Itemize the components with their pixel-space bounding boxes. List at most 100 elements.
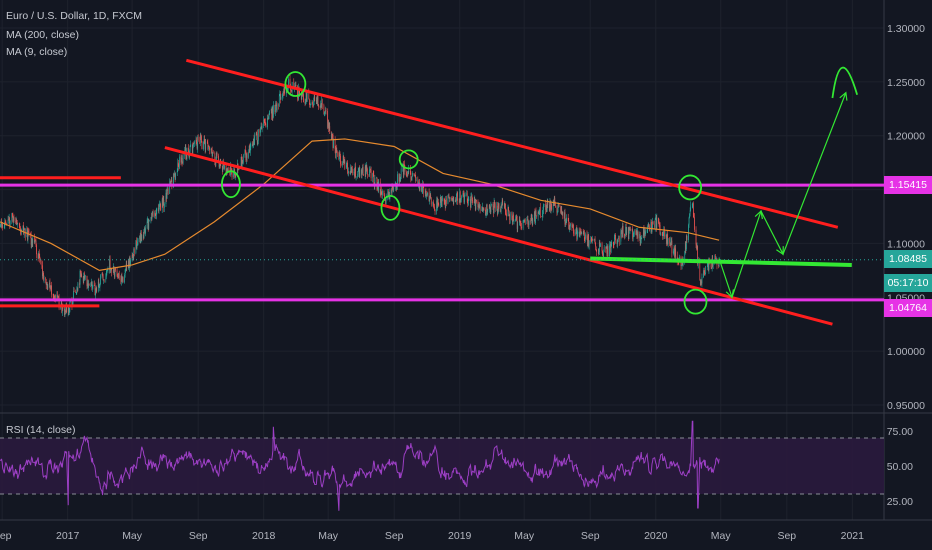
candle-body (143, 234, 144, 239)
candle-body (601, 243, 603, 252)
candle-body (699, 279, 701, 285)
candle-body (549, 204, 550, 211)
candle-body (95, 288, 97, 291)
candle-body (369, 169, 370, 176)
candle-body (662, 231, 664, 236)
candle-body (597, 251, 599, 253)
candle-body (303, 93, 304, 103)
candle-body (42, 265, 43, 277)
candle-body (122, 277, 124, 283)
candle-body (606, 246, 608, 254)
candle-body (666, 234, 667, 244)
candle-body (309, 103, 311, 105)
candle-body (636, 230, 637, 235)
candle-body (395, 182, 397, 184)
candle-body (428, 192, 430, 202)
candle-body (199, 140, 201, 144)
candle-body (501, 205, 502, 207)
candle-body (445, 198, 447, 207)
candle-body (279, 92, 281, 97)
candle-body (321, 99, 323, 106)
candle-body (276, 104, 278, 111)
candle-body (569, 226, 571, 227)
candle-body (129, 257, 130, 268)
candle-body (481, 209, 483, 211)
candle-body (441, 199, 442, 207)
candle-body (460, 196, 462, 200)
candle-body (541, 216, 543, 218)
candle-body (278, 96, 280, 106)
candle-body (497, 210, 499, 213)
candle-body (427, 192, 428, 196)
candle-body (468, 198, 470, 200)
candle-body (73, 290, 74, 301)
candle-body (553, 197, 555, 203)
candle-body (509, 216, 511, 220)
candle-body (692, 203, 694, 204)
candle-body (381, 193, 383, 196)
candle-body (61, 302, 63, 313)
candle-body (418, 183, 420, 184)
candle-body (270, 109, 272, 111)
candle-body (478, 205, 480, 209)
candle-body (162, 200, 164, 205)
candle-body (112, 267, 114, 273)
candle-body (675, 248, 676, 256)
candle-body (558, 204, 559, 206)
candle-body (45, 279, 47, 285)
candle-body (478, 205, 479, 208)
candle-body (39, 259, 41, 262)
candle-body (17, 223, 19, 225)
candle-body (489, 206, 491, 213)
candle-body (223, 162, 225, 169)
candle-body (50, 288, 51, 290)
candle-body (612, 242, 614, 245)
candle-body (273, 105, 274, 118)
candle-body (502, 200, 504, 203)
candle-body (188, 147, 189, 155)
candle-body (39, 255, 41, 260)
candle-body (342, 162, 343, 166)
candle-body (19, 226, 21, 228)
candle-body (208, 146, 210, 147)
candle-body (11, 213, 13, 222)
candle-body (635, 230, 637, 235)
candle-body (380, 190, 382, 195)
candle-body (335, 147, 337, 159)
candle-body (215, 162, 216, 164)
rsi-tick-label: 25.00 (887, 496, 913, 508)
candle-body (659, 223, 660, 225)
candle-body (275, 104, 277, 106)
candle-body (54, 294, 56, 300)
price-tick-label: 1.10000 (887, 238, 925, 250)
candle-body (520, 221, 521, 223)
time-tick-label: May (514, 530, 535, 542)
candle-body (368, 174, 370, 176)
candle-body (556, 207, 558, 213)
candle-body (616, 240, 618, 244)
candle-body (192, 146, 194, 154)
candle-body (621, 230, 623, 237)
candle-body (204, 139, 205, 144)
candle-body (324, 112, 326, 114)
candle-body (27, 230, 29, 240)
candle-body (651, 228, 653, 232)
candle-body (335, 149, 337, 159)
candle-body (708, 260, 710, 271)
candle-body (412, 173, 413, 177)
candle-body (205, 142, 207, 150)
candle-body (641, 235, 643, 238)
candle-body (188, 154, 190, 158)
candle-body (284, 86, 285, 95)
candle-body (399, 177, 400, 182)
upper-level-price-tag: 1.15415 (884, 176, 932, 194)
candle-body (655, 216, 657, 219)
candle-body (624, 233, 625, 238)
candle-body (496, 205, 498, 213)
candle-body (117, 276, 118, 277)
candle-body (114, 271, 115, 277)
candle-body (489, 205, 491, 207)
candle-body (50, 285, 52, 289)
candle-body (210, 148, 212, 151)
